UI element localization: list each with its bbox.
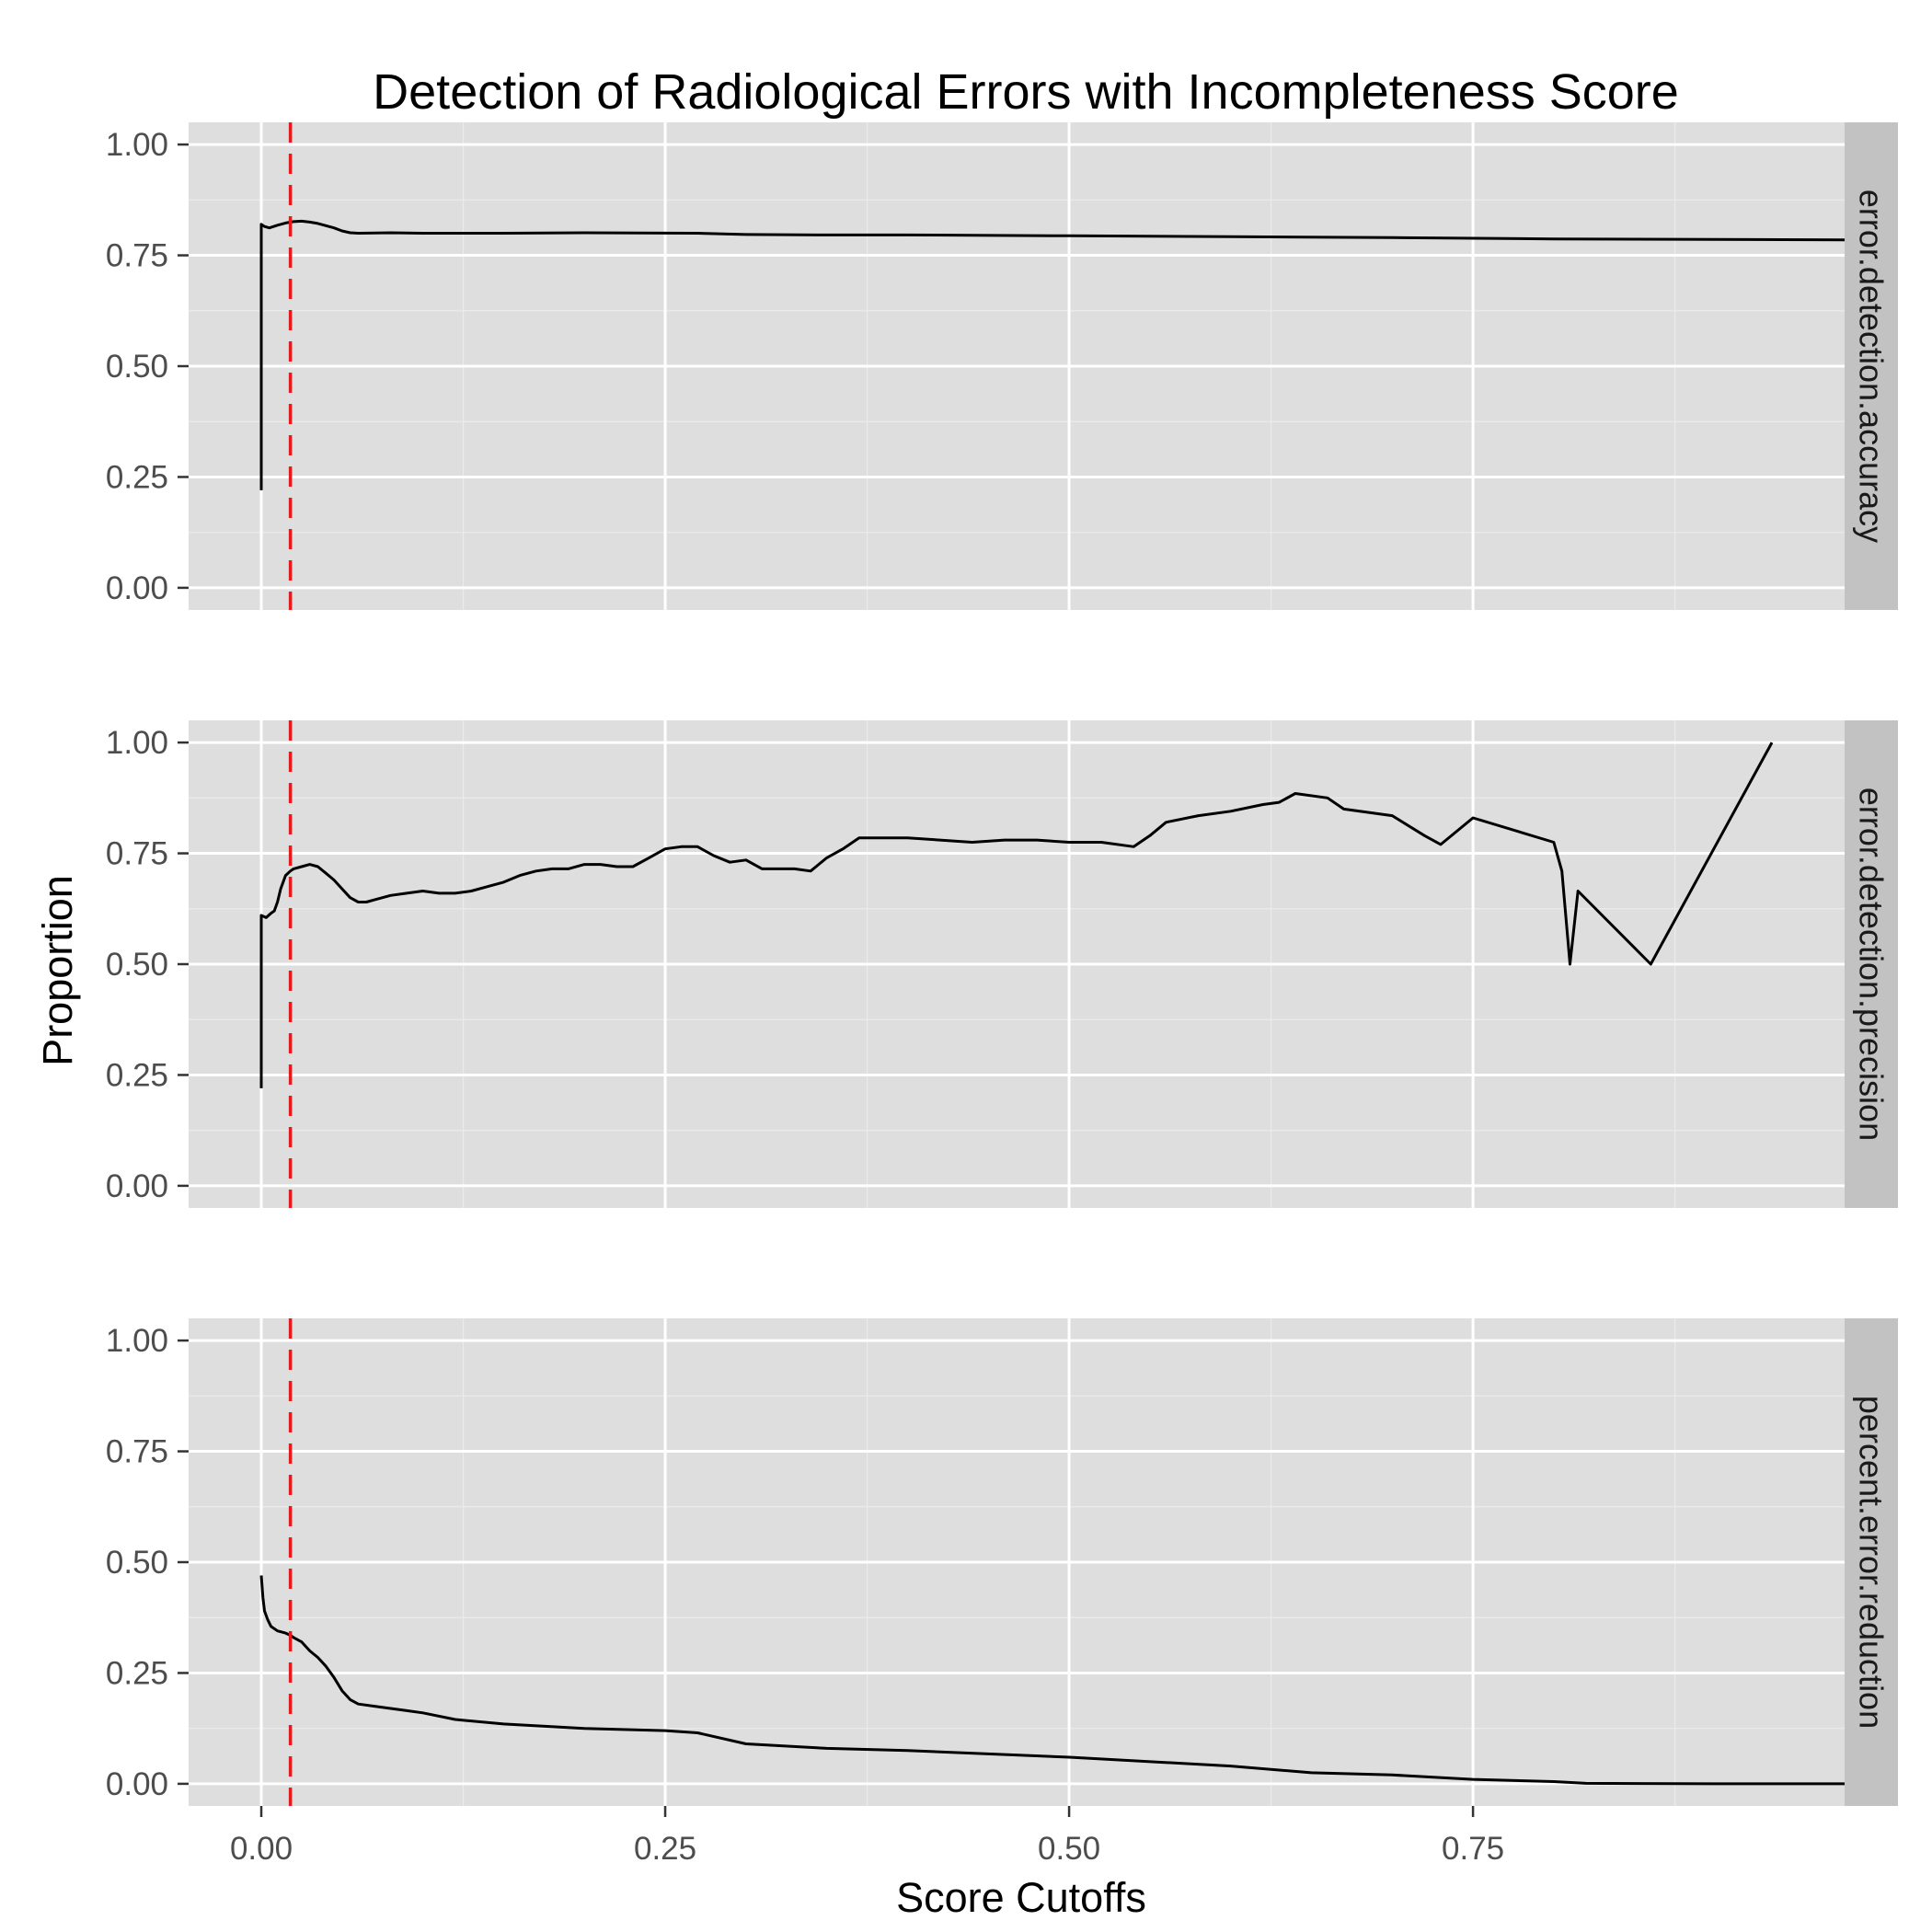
facet-strip-label: percent.error.reduction (1853, 1396, 1891, 1729)
y-tick-label: 0.00 (106, 570, 168, 606)
y-tick-label: 1.00 (106, 725, 168, 761)
x-tick-label: 0.25 (634, 1831, 696, 1867)
y-tick-label: 0.50 (106, 947, 168, 983)
x-tick-label: 0.00 (230, 1831, 293, 1867)
y-tick-label: 0.50 (106, 349, 168, 385)
facet-panel: 0.00 0.25 0.50 0.75 1.00 percent.error.reduct… (106, 1318, 1898, 1806)
x-axis-title: Score Cutoffs (896, 1874, 1146, 1921)
series-line (259, 219, 1846, 490)
facet-strip (1845, 122, 1898, 610)
x-tick-label: 0.50 (1038, 1831, 1100, 1867)
series-line (259, 742, 1774, 1088)
facet-strip (1845, 1318, 1898, 1806)
y-tick-label: 0.75 (106, 836, 168, 872)
facet-panels: 0.00 0.25 0.50 0.75 1.00 error.detection.accu… (106, 122, 1898, 1867)
y-tick-label: 0.00 (106, 1168, 168, 1204)
y-tick-label: 1.00 (106, 127, 168, 163)
facet-strip (1845, 720, 1898, 1208)
y-tick-label: 0.00 (106, 1766, 168, 1802)
series-line (259, 1575, 1845, 1786)
y-tick-label: 0.50 (106, 1545, 168, 1581)
y-axis-title: Proportion (34, 875, 81, 1066)
y-tick-label: 0.25 (106, 1057, 168, 1093)
chart-title: Detection of Radiological Errors with In… (373, 64, 1679, 120)
facet-panel: 0.00 0.25 0.50 0.75 1.00 error.detection.accu… (106, 122, 1898, 610)
facet-strip-label: error.detection.accuracy (1853, 190, 1891, 543)
facet-panel: 0.00 0.25 0.50 0.75 1.00 error.detection.prec… (106, 720, 1898, 1208)
y-tick-label: 0.25 (106, 1655, 168, 1691)
y-tick-label: 0.75 (106, 1434, 168, 1470)
y-tick-label: 0.75 (106, 238, 168, 274)
facet-strip-label: error.detection.precision (1853, 788, 1891, 1141)
y-tick-label: 1.00 (106, 1323, 168, 1359)
y-tick-label: 0.25 (106, 459, 168, 495)
x-tick-label: 0.75 (1442, 1831, 1504, 1867)
